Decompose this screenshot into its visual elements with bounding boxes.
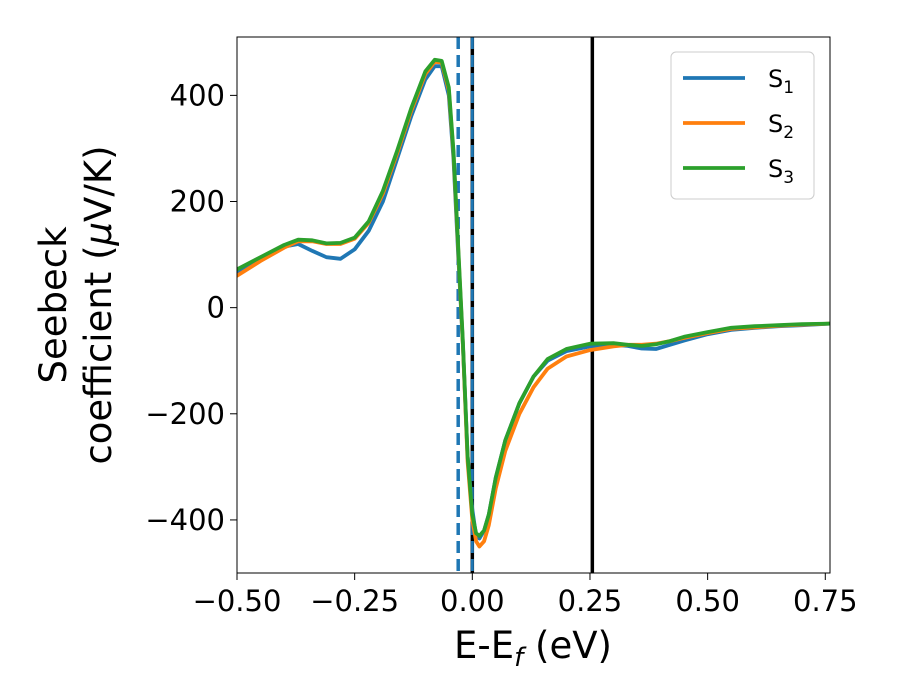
x-tick-label: −0.25 (310, 584, 399, 618)
legend: S1 S2 S3 (670, 51, 815, 200)
y-tick-label: 0 (207, 291, 225, 325)
legend-label-s3: S3 (768, 155, 794, 188)
y-tick-label: 200 (170, 185, 225, 219)
y-tick-label: −400 (145, 503, 225, 537)
x-axis-ticks: −0.50 −0.25 0.00 0.25 0.50 0.75 (193, 573, 858, 618)
y-tick-label: −200 (145, 397, 225, 431)
y-axis-ticks: −400 −200 0 200 400 (145, 78, 237, 537)
axes-frame (236, 36, 831, 574)
legend-box (670, 51, 815, 200)
y-tick-label: 400 (170, 78, 225, 112)
legend-label-s1: S1 (768, 65, 794, 98)
x-tick-label: −0.50 (193, 584, 282, 618)
y-axis-title-line1: Seebeck (32, 226, 75, 384)
x-axis-title: E-Ef (eV) (454, 624, 612, 673)
x-tick-label: 0.75 (793, 584, 858, 618)
legend-label-s2: S2 (768, 110, 794, 143)
x-tick-label: 0.25 (558, 584, 623, 618)
series-line-s1 (237, 64, 830, 541)
x-tick-label: 0.50 (675, 584, 740, 618)
series-line-s3 (237, 57, 830, 538)
y-axis-title: Seebeck coefficient (μV/K) (32, 145, 120, 464)
x-tick-label: 0.00 (440, 584, 505, 618)
y-axis-title-line2: coefficient (μV/K) (77, 145, 120, 464)
series-lines (237, 57, 830, 549)
reference-lines (456, 37, 595, 573)
